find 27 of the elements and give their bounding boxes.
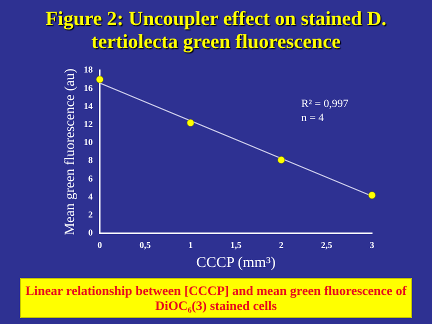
y-tick-label: 0 xyxy=(88,228,94,238)
y-tick-label: 14 xyxy=(84,100,94,111)
point xyxy=(278,156,286,164)
annotation: R² = 0,997 xyxy=(301,98,349,110)
x-tick-label: 0 xyxy=(98,240,103,250)
x-tick-label: 3 xyxy=(370,240,375,250)
x-axis-title: CCCP (mm³) xyxy=(196,254,276,271)
x-tick-label: 1,5 xyxy=(230,240,242,250)
y-tick-label: 18 xyxy=(84,64,94,75)
annotation: n = 4 xyxy=(301,112,324,124)
chart-title: Figure 2: Uncoupler effect on stained D. tertiolecta green fluorescence xyxy=(44,7,388,55)
y-tick-label: 2 xyxy=(88,209,94,220)
y-tick-label: 16 xyxy=(84,82,94,93)
x-tick-label: 2,5 xyxy=(321,240,333,250)
y-tick-label: 6 xyxy=(88,173,94,184)
point xyxy=(96,76,104,84)
y-tick-label: 12 xyxy=(84,118,94,129)
y-tick-label: 10 xyxy=(84,137,94,148)
text: Linear relationship between [CCCP] and mean green fluorescence of DiOC₆(3) stained cells xyxy=(20,278,412,318)
point xyxy=(368,191,376,199)
y-tick-label: 4 xyxy=(88,191,94,202)
y-tick-label: 8 xyxy=(88,155,94,166)
x-tick-label: 0,5 xyxy=(140,240,152,250)
x-tick-label: 1 xyxy=(188,240,194,250)
point xyxy=(186,119,194,127)
x-tick-label: 2 xyxy=(279,240,284,250)
y-axis-title: Mean green fluorescence (au) xyxy=(63,68,78,236)
